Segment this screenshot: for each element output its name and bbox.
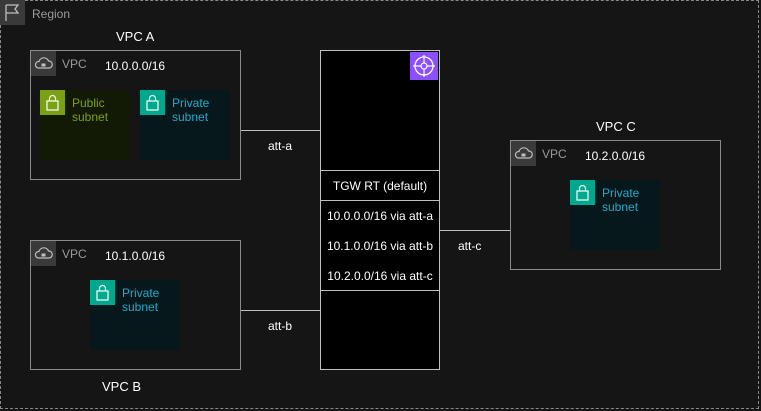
route-table-divider	[320, 200, 440, 201]
attachment-line-b	[241, 310, 320, 311]
padlock-icon	[90, 280, 115, 305]
vpc-a-cidr: 10.0.0.0/16	[105, 59, 166, 73]
public-subnet-label: Public subnet	[72, 96, 109, 124]
vpc-b-title: VPC B	[102, 379, 142, 394]
vpc-c-tag: VPC	[542, 147, 567, 161]
transit-gateway-box	[320, 50, 440, 370]
attachment-line-a	[241, 130, 320, 131]
vpc-a-title: VPC A	[116, 29, 155, 44]
vpc-c-title: VPC C	[596, 119, 636, 134]
route-table-divider	[320, 170, 440, 171]
private-subnet-label: Private subnet	[602, 186, 640, 214]
route-table-divider	[320, 290, 440, 291]
attachment-c-label: att-c	[458, 239, 482, 253]
private-subnet-label: Private subnet	[122, 286, 160, 314]
vpc-b-box	[30, 240, 241, 370]
attachment-b-label: att-b	[268, 319, 293, 333]
padlock-icon	[40, 90, 65, 115]
route-entry: 10.0.0.0/16 via att-a	[326, 209, 434, 223]
route-entry: 10.1.0.0/16 via att-b	[326, 239, 434, 253]
vpc-c-box	[510, 140, 721, 270]
transit-gateway-icon	[410, 52, 438, 80]
private-subnet-label: Private subnet	[172, 96, 210, 124]
attachment-line-c	[440, 230, 510, 231]
padlock-icon	[570, 180, 595, 205]
vpc-b-tag: VPC	[62, 247, 87, 261]
vpc-b-cidr: 10.1.0.0/16	[105, 249, 166, 263]
padlock-icon	[140, 90, 165, 115]
vpc-c-cidr: 10.2.0.0/16	[585, 149, 646, 163]
region-label: Region	[32, 7, 71, 21]
cloud-lock-icon	[31, 51, 56, 76]
cloud-lock-icon	[31, 241, 56, 266]
vpc-a-tag: VPC	[62, 57, 87, 71]
flag-icon	[0, 0, 25, 25]
attachment-a-label: att-a	[268, 139, 293, 153]
route-table-title: TGW RT (default)	[332, 179, 428, 193]
cloud-lock-icon	[511, 141, 536, 166]
route-entry: 10.2.0.0/16 via att-c	[327, 269, 433, 283]
vpc-a-box	[30, 50, 241, 180]
